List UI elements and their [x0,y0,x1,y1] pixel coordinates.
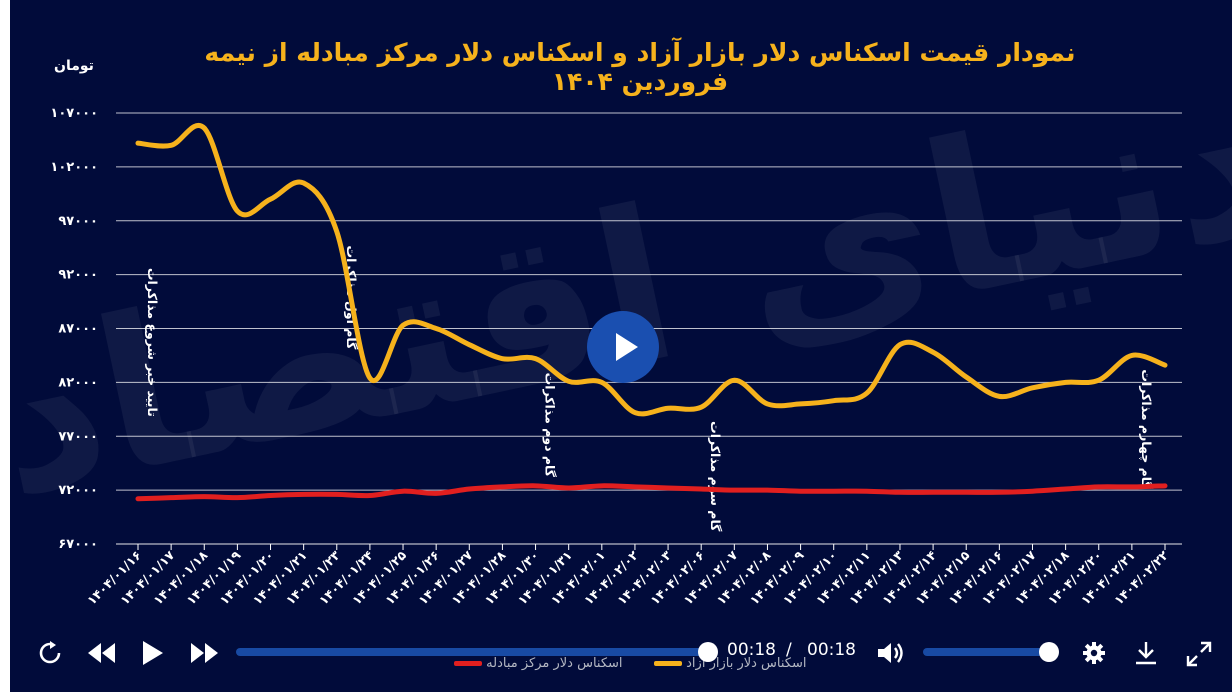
progress-bar[interactable] [236,648,708,656]
center-play-button[interactable] [587,311,659,383]
volume-icon[interactable] [876,641,906,665]
time-separator: / [786,640,792,660]
annotation-label: گام سوم مذاکرات [707,421,723,532]
watermark-logo: دنیای اقتصاد [10,34,1232,545]
y-axis-unit: تومان [54,58,94,74]
volume-handle[interactable] [1039,642,1059,662]
download-icon[interactable] [1134,640,1158,666]
annotation-label: تایید خبر شروع مذاکرات [145,268,160,417]
exchange-center-line-points [137,485,1166,499]
gear-icon[interactable] [1082,641,1106,665]
current-time: 00:18 [727,640,776,660]
rewind-icon[interactable] [86,641,118,665]
progress-handle[interactable] [698,642,718,662]
fast-forward-icon[interactable] [188,641,220,665]
play-icon[interactable] [140,639,164,667]
legend-item-exchange: اسکناس دلار مرکز مبادله [450,656,623,676]
volume-slider[interactable] [923,648,1049,656]
y-tick-label: ۹۲۰۰۰ [58,268,98,283]
replay-icon[interactable] [38,641,62,665]
legend-item-free-market: اسکناس دلار بازار آزاد [650,656,807,676]
chart-title: نمودار قیمت اسکناس دلار بازار آزاد و اسک… [204,38,1076,96]
annotation-label: گام دوم مذاکرات [542,373,558,478]
legend-swatch-exchange [454,661,482,666]
duration: 00:18 [807,640,856,660]
free-market-line-points [137,127,1166,413]
annotation-label: گام چهارم مذاکرات [1138,369,1154,489]
y-tick-label: ۸۷۰۰۰ [58,322,98,337]
play-icon [616,333,638,361]
y-tick-label: ۱۰۷۰۰۰ [50,106,98,121]
legend-swatch-free-market [654,661,682,666]
exchange-center-line [135,483,1168,502]
y-tick-label: ۷۲۰۰۰ [58,483,98,498]
y-tick-label: ۱۰۲۰۰۰ [50,160,98,175]
video-player[interactable]: دنیای اقتصاد ۱۰۷۰۰۰ ۱۰۲۰۰۰ ۹۷۰۰۰ ۹۲۰۰۰ ۸۷۰۰۰ ۸… [10,0,1232,692]
y-tick-label: ۷۷۰۰۰ [58,429,98,444]
fullscreen-icon[interactable] [1186,641,1212,667]
legend-label-free-market: اسکناس دلار بازار آزاد [686,656,807,671]
y-tick-label: ۹۷۰۰۰ [58,214,98,229]
legend-label-exchange: اسکناس دلار مرکز مبادله [486,656,623,671]
y-tick-label: ۶۷۰۰۰ [58,537,98,552]
y-tick-label: ۸۲۰۰۰ [58,375,98,390]
